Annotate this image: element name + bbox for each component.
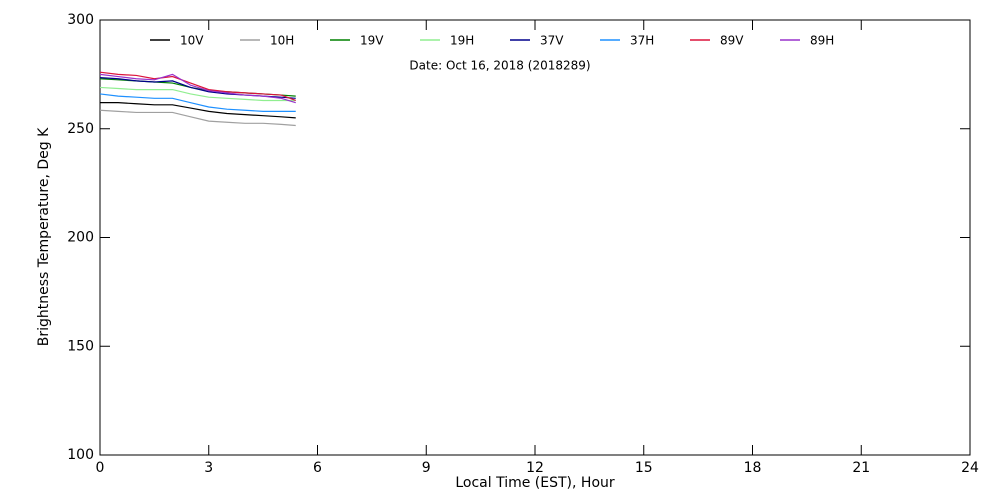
legend-label: 19V xyxy=(360,34,384,48)
y-tick-label: 200 xyxy=(67,230,94,246)
y-axis-label: Brightness Temperature, Deg K xyxy=(36,127,52,346)
x-tick-label: 12 xyxy=(526,460,544,476)
x-tick-label: 0 xyxy=(96,460,105,476)
x-tick-label: 9 xyxy=(422,460,431,476)
x-axis-label: Local Time (EST), Hour xyxy=(455,475,615,491)
x-tick-label: 21 xyxy=(852,460,870,476)
x-tick-label: 18 xyxy=(744,460,762,476)
y-tick-label: 300 xyxy=(67,12,94,28)
legend-label: 10H xyxy=(270,34,294,48)
legend-label: 89V xyxy=(720,34,744,48)
x-tick-label: 6 xyxy=(313,460,322,476)
series-line xyxy=(99,73,296,104)
plot-frame xyxy=(99,19,971,456)
x-tick-label: 15 xyxy=(635,460,653,476)
y-tick-label: 150 xyxy=(67,338,94,354)
date-annotation: Date: Oct 16, 2018 (2018289) xyxy=(409,59,590,73)
legend-label: 19H xyxy=(450,34,474,48)
y-tick-label: 250 xyxy=(67,121,94,137)
legend-label: 37V xyxy=(540,34,564,48)
series-line xyxy=(99,86,296,102)
x-tick-label: 24 xyxy=(961,460,979,476)
series-line xyxy=(99,109,296,127)
series-line xyxy=(99,93,296,112)
series-line xyxy=(99,71,296,102)
legend-label: 89H xyxy=(810,34,834,48)
y-tick-label: 100 xyxy=(67,447,94,463)
series-line xyxy=(100,102,296,119)
x-tick-label: 3 xyxy=(204,460,213,476)
legend-label: 10V xyxy=(180,34,204,48)
legend-label: 37H xyxy=(630,34,654,48)
